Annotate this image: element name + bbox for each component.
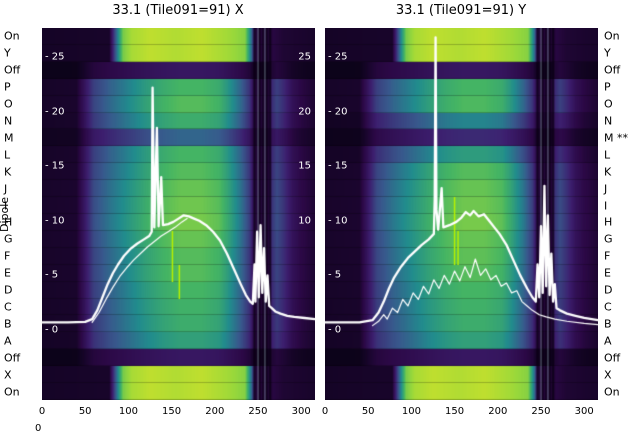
power-tick-label: - 20 <box>328 106 348 118</box>
dipole-row-label: I <box>4 199 8 213</box>
left-panel-title: 33.1 (Tile091=91) X <box>112 3 244 18</box>
x-tick-label: 50 <box>78 406 92 417</box>
dipole-row-label: O <box>4 97 13 111</box>
dipole-row-label-right: X <box>604 368 612 382</box>
dipole-row-label: J <box>4 182 8 196</box>
dipole-row-label-right: J <box>604 182 608 196</box>
dipole-row-label: On <box>4 385 20 399</box>
dipole-row-label-right: I <box>604 199 608 213</box>
dipole-row-label-right: K <box>604 165 612 179</box>
x-tick-label: 250 <box>248 406 268 417</box>
power-tick-label: - 20 <box>45 106 65 118</box>
power-tick-label-right: 20 <box>298 106 311 118</box>
dipole-row-label: N <box>4 114 13 128</box>
power-tick-label-right: 15 <box>298 160 311 172</box>
dipole-row-label-right: C <box>604 300 612 314</box>
x-tick-label: 150 <box>162 406 182 417</box>
power-tick-label-right: 10 <box>298 215 311 227</box>
x-tick-label: 200 <box>488 406 508 417</box>
heatmap-panel-y <box>325 28 598 400</box>
dipole-row-label: X <box>4 368 12 382</box>
dipole-row-label: P <box>4 80 11 94</box>
dipole-row-label-right: On <box>604 385 620 399</box>
power-tick-label: - 25 <box>45 51 65 63</box>
x-tick-label: 50 <box>361 406 375 417</box>
x-tick-label: 300 <box>574 406 594 417</box>
x-tick-label: 250 <box>531 406 551 417</box>
power-tick-label: - 10 <box>328 215 348 227</box>
dipole-row-label-right: Y <box>604 46 611 60</box>
dipole-row-label-right: Off <box>604 63 621 77</box>
dipole-row-label: D <box>4 283 13 297</box>
power-tick-label: - 15 <box>328 160 348 172</box>
dipole-row-label: G <box>4 232 13 246</box>
dipole-row-label: H <box>4 215 13 229</box>
x-tick-label: 100 <box>401 406 421 417</box>
power-tick-label: - 0 <box>45 324 59 336</box>
dipole-row-label-right: D <box>604 283 613 297</box>
dipole-row-label: A <box>4 334 12 348</box>
dipole-row-label-right: B <box>604 317 612 331</box>
dipole-row-label-right: H <box>604 215 613 229</box>
dipole-row-label-right: G <box>604 232 613 246</box>
power-tick-label: - 5 <box>328 269 342 281</box>
dipole-row-label: Off <box>4 63 21 77</box>
dipole-row-label: K <box>4 165 12 179</box>
right-panel-title: 33.1 (Tile091=91) Y <box>395 3 527 18</box>
dipole-row-label-right: Off <box>604 351 621 365</box>
x-tick-label: 150 <box>445 406 465 417</box>
dipole-row-label: E <box>4 266 11 280</box>
dipole-row-label: B <box>4 317 12 331</box>
power-tick-label: - 0 <box>328 324 342 336</box>
power-tick-label: - 25 <box>328 51 348 63</box>
dipole-row-label-right: P <box>604 80 611 94</box>
dipole-row-label: On <box>4 29 20 43</box>
dipole-row-label: F <box>4 249 11 263</box>
x-tick-label: 0 <box>321 406 329 417</box>
dipole-row-label-right: F <box>604 249 611 263</box>
dipole-row-label: M <box>4 131 14 145</box>
power-tick-label: - 10 <box>45 215 65 227</box>
heatmap-panel-x <box>42 28 315 400</box>
dipole-row-label-right: M ** <box>604 131 628 145</box>
x-tick-label: 0 <box>38 406 46 417</box>
dipole-row-label: Off <box>4 351 21 365</box>
dipole-row-label: Y <box>4 46 11 60</box>
x-tick-label: 300 <box>291 406 311 417</box>
dipole-row-label-right: A <box>604 334 612 348</box>
dipole-row-label: L <box>4 148 11 162</box>
dipole-row-label-right: On <box>604 29 620 43</box>
dipole-row-label-right: L <box>604 148 611 162</box>
dipole-row-label-right: N <box>604 114 613 128</box>
power-tick-label: - 15 <box>45 160 65 172</box>
dipole-row-label-right: O <box>604 97 613 111</box>
power-tick-label: - 5 <box>45 269 59 281</box>
stray-zero-label: 0 <box>35 423 42 434</box>
x-tick-label: 200 <box>205 406 225 417</box>
x-tick-label: 100 <box>118 406 138 417</box>
dipole-row-label-right: E <box>604 266 611 280</box>
power-tick-label-right: 25 <box>298 51 311 63</box>
dipole-row-label: C <box>4 300 12 314</box>
